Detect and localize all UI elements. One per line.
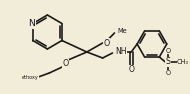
Text: CH₃: CH₃ — [177, 59, 189, 65]
Text: O: O — [62, 60, 68, 69]
Text: S: S — [166, 58, 171, 66]
Text: O: O — [128, 66, 134, 75]
Text: O: O — [166, 48, 171, 54]
Text: NH: NH — [116, 47, 127, 56]
Text: O: O — [166, 70, 171, 76]
Text: O: O — [104, 39, 110, 47]
Text: N: N — [28, 19, 35, 28]
Text: Me: Me — [117, 28, 127, 34]
Text: ethoxy: ethoxy — [22, 75, 39, 80]
